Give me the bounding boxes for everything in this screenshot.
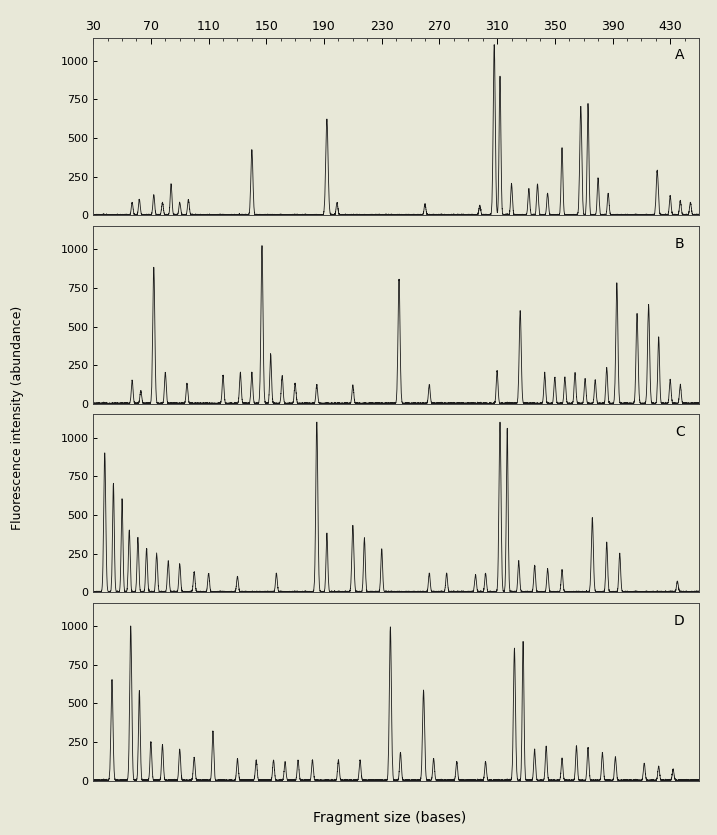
Text: C: C bbox=[675, 425, 685, 439]
Text: D: D bbox=[674, 614, 685, 628]
Text: Fluorescence intensity (abundance): Fluorescence intensity (abundance) bbox=[11, 306, 24, 529]
Text: A: A bbox=[675, 48, 685, 63]
Text: B: B bbox=[675, 236, 685, 250]
Text: Fragment size (bases): Fragment size (bases) bbox=[313, 811, 466, 825]
